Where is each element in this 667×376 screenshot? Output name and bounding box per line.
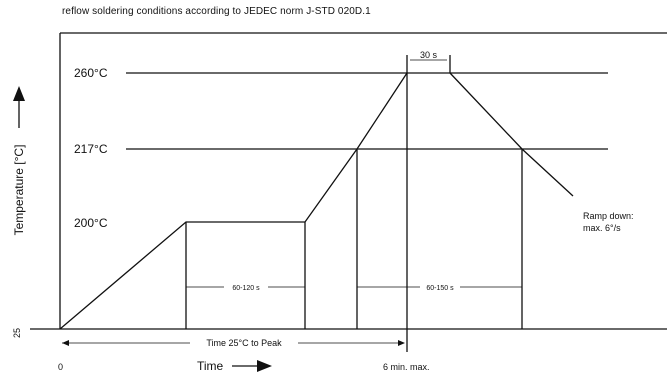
label-260: 260°C <box>74 66 108 80</box>
time-to-peak-arrow-right <box>398 340 405 346</box>
x-label-zero: 0 <box>58 362 63 372</box>
ramp-down-label-line1: Ramp down: <box>583 211 634 221</box>
x-axis-title: Time <box>197 359 224 373</box>
ramp-down-label-line2: max. 6°/s <box>583 223 621 233</box>
label-200: 200°C <box>74 216 108 230</box>
y-axis-title: Temperature [°C] <box>12 145 26 236</box>
label-217: 217°C <box>74 142 108 156</box>
profile-ramp-down-curve <box>449 72 574 197</box>
x-label-max: 6 min. max. <box>383 362 430 372</box>
peak-duration-label: 30 s <box>420 50 438 60</box>
time-to-peak-arrow-left <box>62 340 69 346</box>
soak-duration-label: 60-120 s <box>232 285 260 292</box>
liquidus-duration-label: 60-150 s <box>426 285 454 292</box>
time-to-peak-label: Time 25°C to Peak <box>206 338 282 348</box>
x-axis-arrow-head <box>257 360 272 372</box>
label-25: 25 <box>12 328 22 338</box>
diagram-title: reflow soldering conditions according to… <box>62 6 371 17</box>
y-axis-arrow-head <box>13 86 25 101</box>
